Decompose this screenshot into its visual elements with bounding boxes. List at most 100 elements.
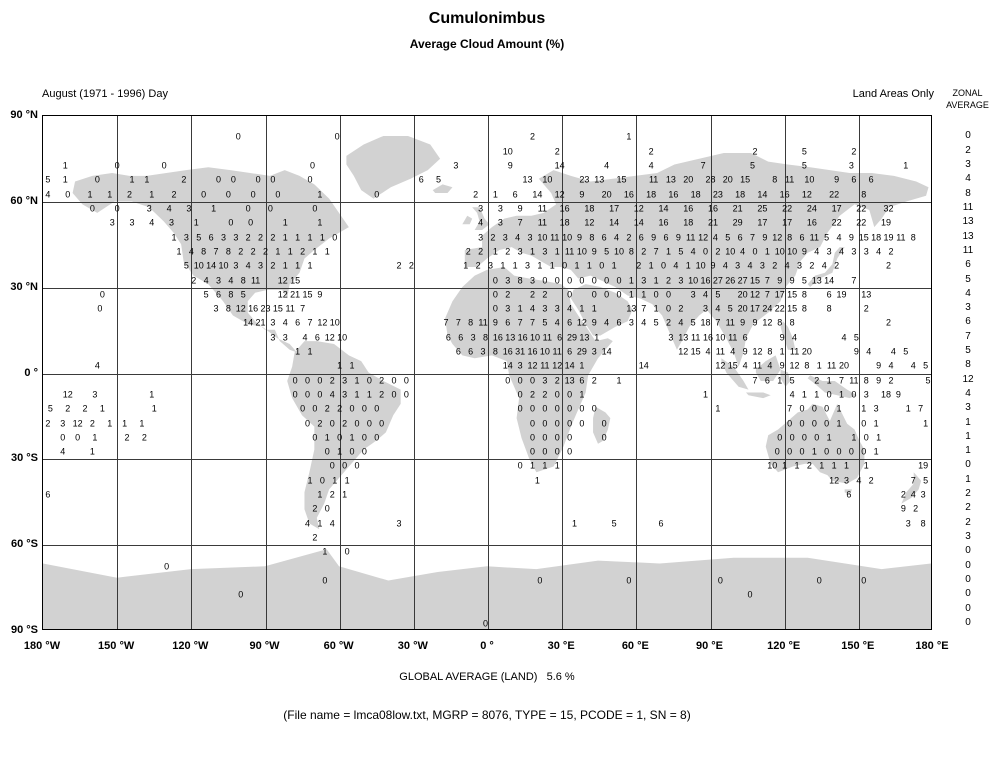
grid-cell-value: 17 [757, 217, 768, 228]
grid-cell-value: 4 [890, 346, 896, 357]
grid-cell-value: 0 [403, 389, 409, 400]
grid-cell-value: 10 [218, 260, 229, 271]
longitude-tick-label: 90 °E [695, 640, 724, 652]
grid-cell-value: 13 [522, 174, 533, 185]
grid-cell-value: 15 [690, 346, 701, 357]
grid-cell-value: 14 [757, 189, 768, 200]
grid-cell-value: 2 [900, 489, 906, 500]
grid-cell-value: 0 [319, 475, 325, 486]
grid-cell-value: 0 [814, 432, 820, 443]
grid-cell-value: 2 [270, 260, 276, 271]
grid-cell-value: 24 [762, 303, 773, 314]
grid-cell-value: 0 [354, 460, 360, 471]
grid-cell-value: 0 [599, 260, 605, 271]
grid-cell-value: 13 [861, 289, 872, 300]
grid-cell-value: 4 [648, 160, 654, 171]
grid-cell-value: 0 [216, 174, 222, 185]
landmass-shape [593, 406, 611, 444]
grid-cell-value: 1 [549, 260, 555, 271]
grid-cell-value: 9 [740, 317, 746, 328]
grid-cell-value: 0 [787, 446, 793, 457]
grid-cell-value: 1 [344, 475, 350, 486]
zonal-average-value: 1 [965, 430, 971, 442]
grid-cell-value: 2 [814, 375, 820, 386]
grid-cell-value: 6 [557, 332, 563, 343]
grid-cell-value: 1 [366, 389, 372, 400]
grid-cell-value: 0 [567, 289, 573, 300]
grid-cell-value: 1 [611, 260, 617, 271]
grid-cell-value: 9 [507, 160, 513, 171]
grid-cell-value: 15 [302, 289, 313, 300]
grid-cell-value: 1 [542, 460, 548, 471]
grid-cell-value: 0 [114, 203, 120, 214]
world-map [43, 135, 931, 629]
grid-cell-value: 3 [480, 346, 486, 357]
grid-cell-value: 8 [225, 303, 231, 314]
grid-cell-value: 9 [848, 232, 854, 243]
grid-cell-value: 12 [762, 317, 773, 328]
grid-cell-value: 4 [712, 232, 718, 243]
grid-cell-value: 32 [883, 203, 894, 214]
grid-cell-value: 5 [853, 332, 859, 343]
grid-cell-value: 8 [492, 346, 498, 357]
grid-cell-value: 5 [611, 518, 617, 529]
grid-cell-value: 0 [312, 403, 318, 414]
grid-cell-value: 17 [609, 203, 620, 214]
grid-cell-value: 2 [245, 232, 251, 243]
grid-cell-value: 3 [258, 260, 264, 271]
grid-cell-value: 21 [290, 289, 301, 300]
grid-cell-value: 20 [737, 303, 748, 314]
grid-cell-value: 3 [517, 246, 523, 257]
grid-cell-value: 6 [567, 317, 573, 328]
grid-cell-value: 2 [89, 418, 95, 429]
grid-cell-value: 1 [628, 289, 634, 300]
landmass-shape [755, 355, 781, 382]
grid-cell-value: 0 [267, 203, 273, 214]
grid-cell-value: 4 [784, 260, 790, 271]
grid-cell-value: 0 [824, 418, 830, 429]
grid-cell-value: 9 [762, 232, 768, 243]
zonal-average-value: 0 [965, 130, 971, 142]
grid-cell-value: 12 [527, 360, 538, 371]
landmass-shape [445, 267, 613, 473]
grid-cell-value: 7 [300, 303, 306, 314]
grid-cell-value: 4 [767, 360, 773, 371]
grid-cell-value: 1 [715, 403, 721, 414]
grid-cell-value: 1 [312, 246, 318, 257]
grid-cell-value: 9 [779, 332, 785, 343]
grid-cell-value: 5 [678, 246, 684, 257]
grid-cell-value: 12 [749, 289, 761, 300]
grid-cell-value: 0 [235, 131, 241, 142]
grid-cell-value: 0 [492, 289, 498, 300]
grid-cell-value: 3 [497, 203, 503, 214]
grid-cell-value: 1 [616, 375, 622, 386]
grid-cell-value: 9 [492, 317, 498, 328]
grid-cell-value: 4 [305, 518, 311, 529]
grid-cell-value: 1 [287, 246, 293, 257]
grid-cell-value: 0 [99, 289, 105, 300]
grid-cell-value: 1 [337, 360, 343, 371]
grid-cell-value: 17 [774, 289, 785, 300]
grid-cell-value: 22 [829, 189, 840, 200]
grid-cell-value: 2 [342, 418, 348, 429]
grid-cell-value: 2 [490, 232, 496, 243]
grid-cell-value: 4 [478, 217, 484, 228]
grid-cell-value: 12 [277, 289, 288, 300]
grid-cell-value: 10 [688, 275, 699, 285]
grid-cell-value: 2 [312, 532, 318, 543]
grid-cell-value: 2 [475, 260, 481, 271]
grid-cell-value: 9 [777, 275, 783, 285]
grid-cell-value: 7 [641, 303, 647, 314]
grid-cell-value: 0 [361, 432, 367, 443]
grid-cell-value: 15 [787, 289, 798, 300]
latitude-tick-label: 60 °S [10, 538, 38, 551]
grid-cell-value: 27 [737, 275, 748, 285]
grid-cell-value: 24 [806, 203, 817, 214]
grid-cell-value: 1 [794, 460, 800, 471]
grid-cell-value: 0 [228, 217, 234, 228]
grid-cell-value: 11 [537, 203, 548, 214]
grid-cell-value: 12 [277, 275, 288, 285]
grid-cell-value: 3 [487, 260, 493, 271]
grid-cell-value: 2 [258, 232, 264, 243]
